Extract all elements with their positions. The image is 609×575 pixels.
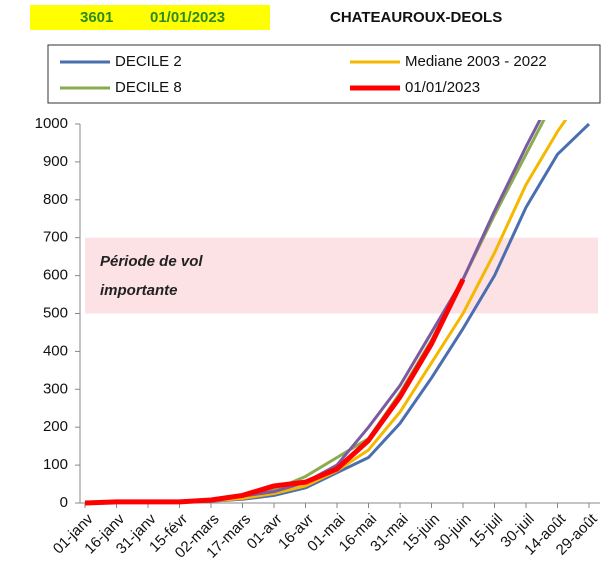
y-tick-label: 300 [43, 380, 68, 397]
series-line [84, 278, 466, 506]
legend-label: Mediane 2003 - 2022 [405, 53, 547, 70]
y-tick-label: 100 [43, 456, 68, 473]
legend-label: 01/01/2023 [405, 79, 480, 96]
y-tick-label: 1000 [35, 115, 68, 132]
annotation: Période de vol [100, 253, 203, 270]
legend-label: DECILE 8 [115, 79, 182, 96]
plot [84, 120, 591, 506]
y-tick-label: 400 [43, 342, 68, 359]
band [85, 237, 598, 314]
x-tick-label: 15-juil [466, 511, 506, 551]
legend-label: DECILE 2 [115, 53, 182, 70]
chart-title: CHATEAUROUX-DEOLS [330, 9, 502, 26]
y-tick-label: 0 [60, 494, 68, 511]
legend-box [47, 44, 601, 104]
y-tick-label: 500 [43, 304, 68, 321]
y-tick-label: 700 [43, 229, 68, 246]
header-highlight [30, 5, 270, 30]
annotation: importante [100, 282, 178, 299]
y-tick-label: 900 [43, 153, 68, 170]
x-tick-label: 01-avr [244, 511, 286, 553]
y-tick-label: 800 [43, 191, 68, 208]
y-tick-label: 200 [43, 418, 68, 435]
date: 01/01/2023 [150, 9, 225, 26]
y-tick-label: 600 [43, 267, 68, 284]
station: 3601 [80, 9, 113, 26]
